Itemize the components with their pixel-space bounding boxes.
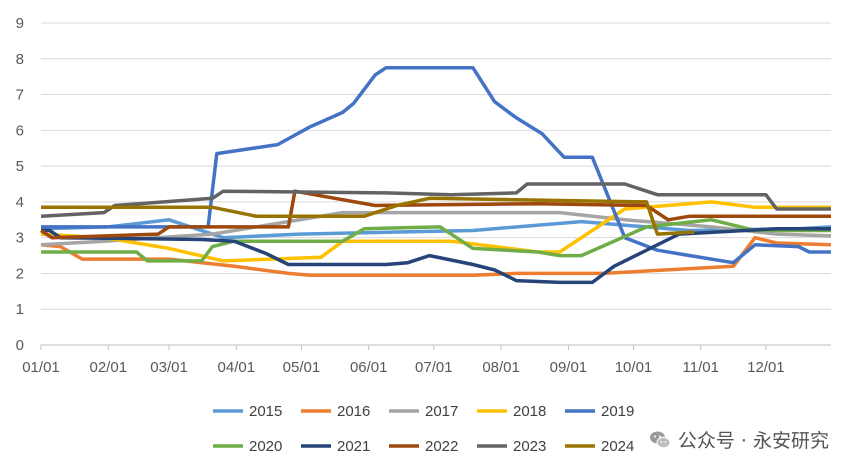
legend-label: 2015 [249,403,282,420]
wechat-icon [649,431,671,448]
legend-label: 2022 [425,438,458,455]
legend-label: 2023 [513,438,546,455]
legend-label: 2021 [337,438,370,455]
legend-label: 2016 [337,403,370,420]
legend-item-2015: 2015 [213,403,282,420]
watermark-text: 公众号 · 永安研究 [677,430,829,452]
y-tick-label: 7 [16,87,24,104]
series-2023-line [40,182,831,218]
x-axis-ticks: 01/01 02/01 03/01 04/01 05/01 06/01 07/01 08/01… [22,345,785,376]
gridlines [41,22,831,346]
x-tick-label: 04/01 [218,359,256,376]
legend-label: 2020 [249,438,282,455]
series-2020-line [41,218,831,263]
legend-item-2024: 2024 [565,438,634,455]
x-tick-label: 01/01 [22,359,60,376]
legend: 2015 2016 2017 2018 2019 2020 2021 2022 2023 2024 [213,403,634,455]
legend-label: 2017 [425,403,458,420]
legend-item-2017: 2017 [389,403,458,420]
series-2021-line [41,226,831,285]
x-tick-label: 11/01 [683,359,719,376]
legend-item-2022: 2022 [389,438,458,455]
series-2024-line [41,196,695,236]
series-2018-line [40,200,831,263]
legend-item-2020: 2020 [213,438,282,455]
y-tick-label: 5 [16,158,24,175]
x-tick-label: 09/01 [550,359,588,376]
y-tick-label: 1 [16,301,24,318]
x-tick-label: 10/01 [615,359,653,376]
x-tick-label: 07/01 [415,359,453,376]
legend-item-2021: 2021 [301,438,370,455]
legend-item-2023: 2023 [477,438,546,455]
series-2022-line [40,189,831,240]
y-tick-label: 6 [16,122,24,139]
x-tick-label: 03/01 [150,359,188,376]
x-tick-label: 05/01 [283,359,321,376]
legend-item-2016: 2016 [301,403,370,420]
y-tick-label: 0 [16,337,24,354]
y-axis-ticks: 0 1 2 3 4 5 6 7 8 9 [16,15,24,354]
series-2019-line [41,65,831,265]
series-2016-line [40,235,832,277]
watermark: 公众号 · 永安研究 [648,426,829,453]
series-lines [40,65,832,285]
y-tick-label: 3 [16,230,24,247]
x-tick-label: 12/01 [747,359,785,376]
y-tick-label: 8 [16,51,24,68]
x-tick-label: 08/01 [482,359,520,376]
y-tick-label: 9 [16,15,24,32]
legend-label: 2019 [601,403,634,420]
legend-label: 2024 [601,438,634,455]
legend-item-2019: 2019 [565,403,634,420]
legend-label: 2018 [513,403,546,420]
y-tick-label: 2 [16,265,24,282]
x-tick-label: 06/01 [350,359,388,376]
y-tick-label: 4 [16,194,24,211]
x-tick-label: 02/01 [90,359,128,376]
legend-item-2018: 2018 [477,403,546,420]
